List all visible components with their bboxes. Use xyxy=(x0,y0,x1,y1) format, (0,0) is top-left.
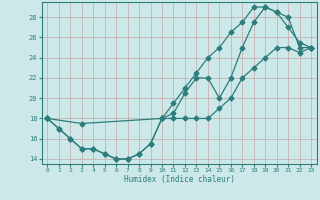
X-axis label: Humidex (Indice chaleur): Humidex (Indice chaleur) xyxy=(124,175,235,184)
